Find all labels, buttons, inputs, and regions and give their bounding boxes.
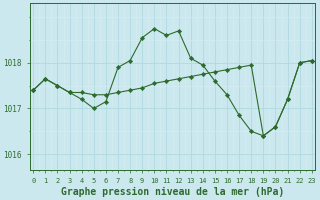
X-axis label: Graphe pression niveau de la mer (hPa): Graphe pression niveau de la mer (hPa): [61, 186, 284, 197]
